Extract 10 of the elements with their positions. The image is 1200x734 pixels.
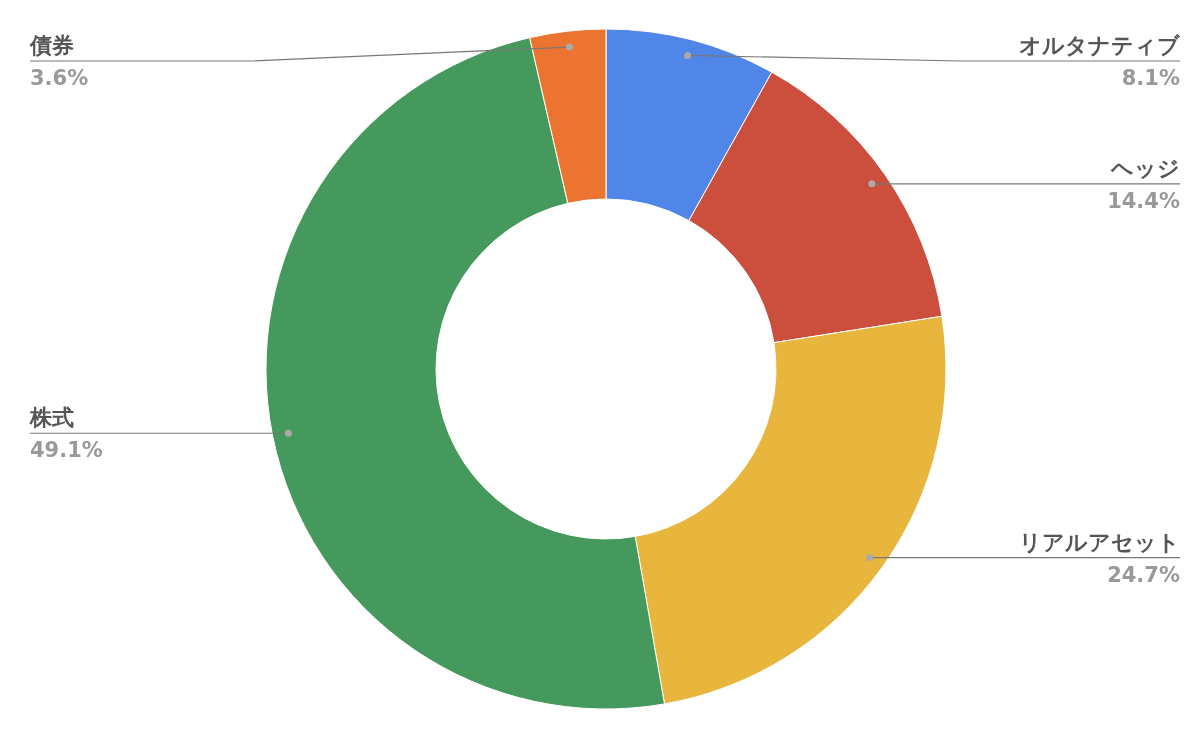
slice-label: オルタナティブ [1019,33,1181,58]
slice-label: リアルアセット [1019,529,1180,555]
slice-label: 株式 [29,405,74,431]
slice-label: ヘッジ [1110,155,1180,181]
data-label: 14.4% [1107,188,1180,213]
data-label: 8.1% [1121,66,1180,90]
slice-label: 債券 [29,33,74,58]
data-label: 3.6% [30,66,89,90]
data-label: 49.1% [30,438,103,463]
data-label: 24.7% [1107,562,1180,587]
